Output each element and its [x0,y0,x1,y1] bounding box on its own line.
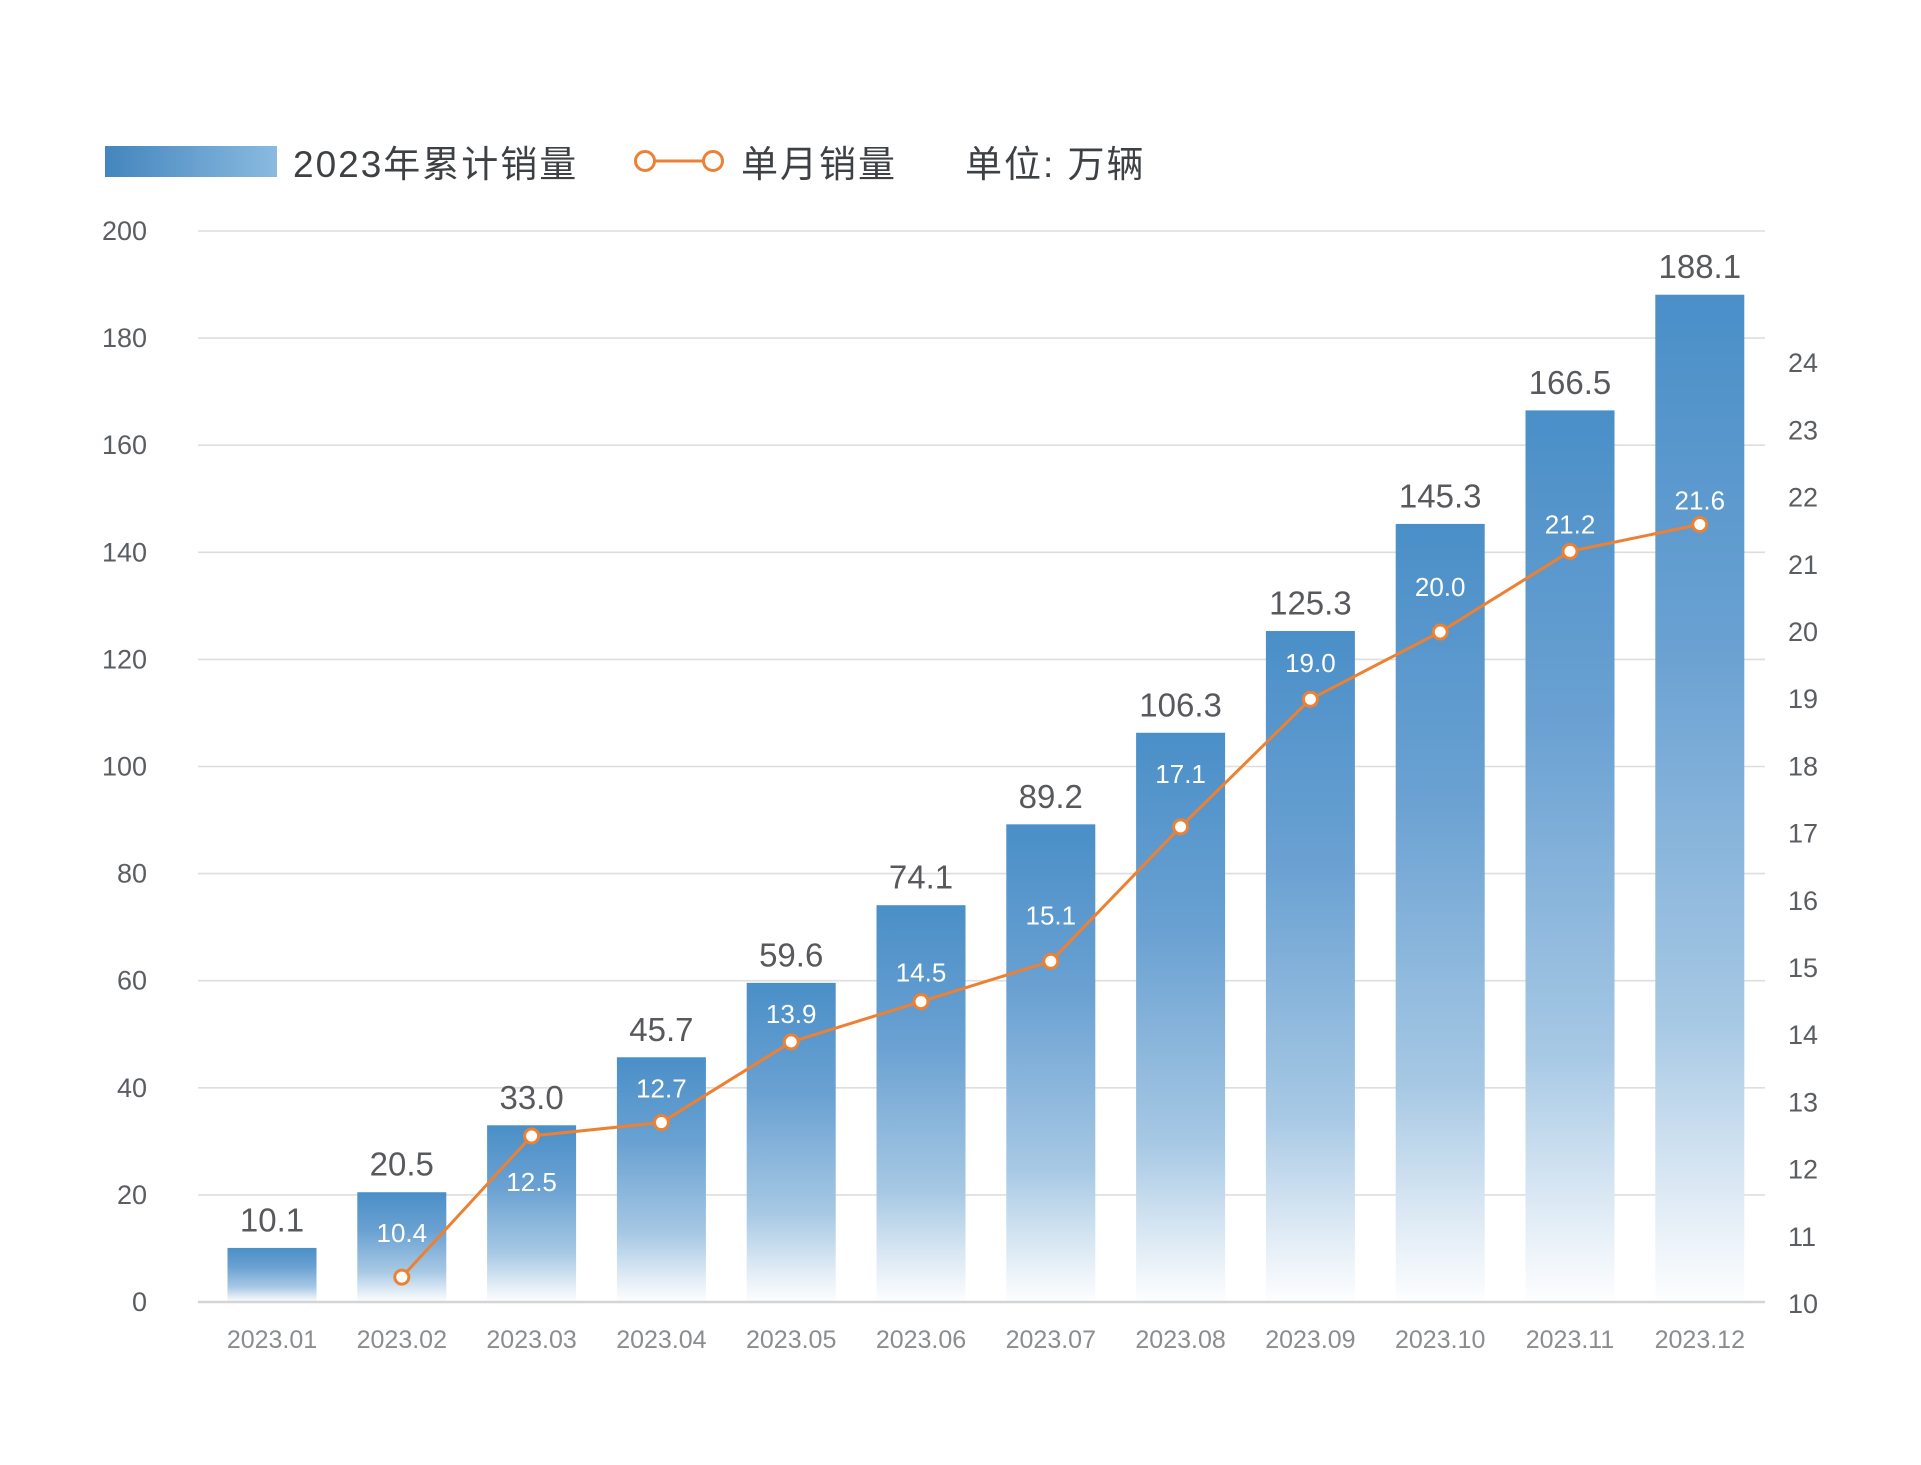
right-axis-tick-label: 23 [1788,415,1818,445]
line-series-swatch-icon [634,150,724,172]
right-axis-tick-label: 22 [1788,483,1818,513]
bar-value-label: 74.1 [889,859,953,896]
legend-item-cumulative: 2023年累计销量 [105,134,578,188]
bar-value-label: 188.1 [1659,248,1742,285]
x-tick-label: 2023.09 [1265,1326,1355,1354]
line-point [1431,623,1449,641]
line-point [1042,952,1060,970]
bar [1395,523,1485,1302]
line-point [1172,818,1190,836]
left-axis-tick-label: 80 [117,859,147,889]
x-tick-label: 2023.12 [1655,1326,1745,1354]
bar-value-label: 166.5 [1529,364,1612,401]
left-axis-tick-label: 200 [102,216,147,246]
bar-value-label: 106.3 [1139,686,1222,723]
bar-value-label: 59.6 [759,936,823,973]
bar-value-label: 45.7 [629,1011,693,1048]
x-tick-label: 2023.06 [876,1326,966,1354]
bar [616,1057,706,1302]
x-tick-label: 2023.03 [486,1326,576,1354]
bar [227,1247,317,1302]
bar-value-label: 125.3 [1269,585,1352,622]
line-point [1301,690,1319,708]
line-point-label: 10.4 [376,1218,427,1248]
left-axis-tick-label: 100 [102,752,147,782]
left-axis-tick-label: 20 [117,1180,147,1210]
bar-series-swatch [105,145,277,177]
right-axis-tick-label: 10 [1788,1289,1818,1319]
left-axis-tick-label: 120 [102,644,147,674]
left-axis-tick-label: 140 [102,537,147,567]
x-tick-label: 2023.05 [746,1326,836,1354]
right-axis-tick-label: 11 [1788,1222,1816,1252]
x-tick-label: 2023.10 [1395,1326,1485,1354]
right-axis-tick-label: 21 [1788,550,1818,580]
line-point [912,993,930,1011]
bar [876,905,966,1302]
bar [1265,631,1355,1302]
line-point-label: 19.0 [1285,648,1336,678]
x-tick-label: 2023.04 [616,1326,706,1354]
line-point-label: 12.7 [636,1074,687,1104]
line-point [523,1127,541,1145]
right-axis-tick-label: 15 [1788,953,1818,983]
x-tick-label: 2023.01 [227,1326,317,1354]
x-tick-label: 2023.08 [1135,1326,1225,1354]
line-point-label: 13.9 [766,999,817,1029]
bar-value-label: 145.3 [1399,477,1482,514]
bar-value-label: 89.2 [1019,778,1083,815]
bar [1006,824,1096,1302]
line-point [652,1114,670,1132]
legend-label-monthly: 单月销量 [741,144,897,185]
right-axis-tick-label: 16 [1788,886,1818,916]
x-tick-label: 2023.11 [1526,1326,1615,1354]
bar-value-label: 10.1 [240,1201,304,1238]
line-point-label: 15.1 [1025,900,1076,930]
left-axis-tick-label: 160 [102,430,147,460]
x-tick-label: 2023.07 [1006,1326,1096,1354]
line-point-label: 17.1 [1155,759,1206,789]
left-axis-tick-label: 40 [117,1073,147,1103]
line-point [1691,515,1709,533]
bar [1136,732,1226,1302]
right-axis-tick-label: 24 [1788,348,1818,378]
right-axis-tick-label: 12 [1788,1155,1818,1185]
right-axis-tick-label: 20 [1788,617,1818,647]
chart-legend: 2023年累计销量 单月销量 单位: 万辆 [0,0,1921,200]
right-axis-tick-label: 18 [1788,751,1818,781]
left-axis-tick-label: 60 [117,966,147,996]
left-axis-tick-label: 0 [132,1287,147,1317]
line-point-label: 20.0 [1415,572,1466,602]
bar [1655,294,1745,1302]
line-point-label: 21.2 [1545,509,1596,539]
line-point [393,1268,411,1286]
unit-label: 单位: 万辆 [965,144,1146,185]
right-axis-tick-label: 14 [1788,1020,1818,1050]
x-tick-label: 2023.02 [357,1326,447,1354]
right-axis-tick-label: 19 [1788,684,1818,714]
legend-line-dot [634,150,656,172]
right-axis-tick-label: 13 [1788,1087,1818,1117]
line-point-label: 21.6 [1674,485,1725,515]
line-point [1561,542,1579,560]
right-axis-tick-label: 17 [1788,819,1818,849]
line-point-label: 12.5 [506,1167,557,1197]
legend-label-cumulative: 2023年累计销量 [293,144,579,185]
legend-item-monthly: 单月销量 [633,134,897,188]
bar-value-label: 33.0 [499,1079,563,1116]
left-axis-tick-label: 180 [102,323,147,353]
line-point-label: 14.5 [896,958,947,988]
bar [487,1125,577,1302]
legend-line-dot [702,150,724,172]
line-point [782,1033,800,1051]
bar-value-label: 20.5 [370,1146,434,1183]
